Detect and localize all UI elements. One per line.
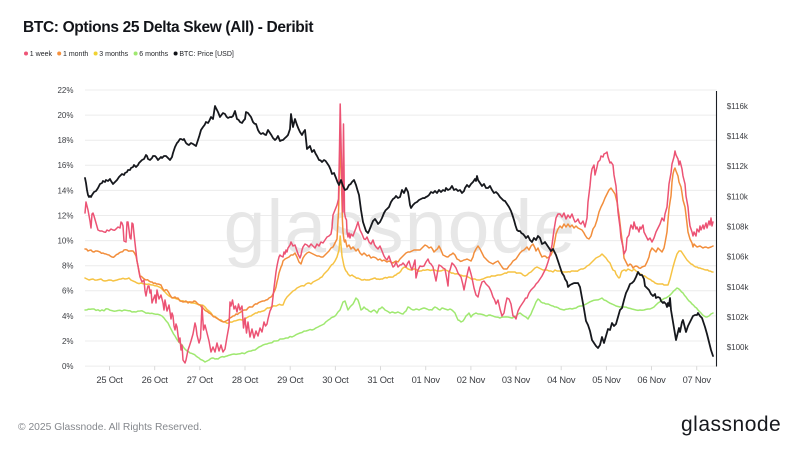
svg-text:14%: 14% [57, 186, 73, 195]
svg-text:BTC: Price [USD]: BTC: Price [USD] [179, 51, 234, 58]
svg-text:1 week: 1 week [30, 51, 53, 58]
svg-text:30 Oct: 30 Oct [322, 375, 349, 385]
svg-text:$116k: $116k [727, 102, 749, 111]
svg-text:glassnode: glassnode [681, 413, 781, 436]
svg-text:28 Oct: 28 Oct [232, 375, 259, 385]
svg-text:$110k: $110k [727, 192, 749, 201]
svg-text:$100k: $100k [727, 343, 750, 352]
svg-text:16%: 16% [57, 161, 73, 170]
svg-text:06 Nov: 06 Nov [637, 375, 666, 385]
svg-text:4%: 4% [62, 312, 74, 321]
svg-text:25 Oct: 25 Oct [96, 375, 123, 385]
svg-text:07 Nov: 07 Nov [683, 375, 712, 385]
svg-text:29 Oct: 29 Oct [277, 375, 304, 385]
svg-text:BTC: Options 25 Delta Skew (Al: BTC: Options 25 Delta Skew (All) - Derib… [23, 19, 313, 36]
svg-text:04 Nov: 04 Nov [547, 375, 576, 385]
svg-text:31 Oct: 31 Oct [367, 375, 394, 385]
svg-text:26 Oct: 26 Oct [142, 375, 169, 385]
svg-text:03 Nov: 03 Nov [502, 375, 531, 385]
svg-text:05 Nov: 05 Nov [592, 375, 621, 385]
svg-text:8%: 8% [62, 262, 74, 271]
svg-text:1 month: 1 month [63, 51, 88, 58]
svg-text:6 months: 6 months [139, 51, 168, 58]
svg-text:12%: 12% [57, 211, 73, 220]
svg-text:$112k: $112k [727, 162, 749, 171]
svg-text:0%: 0% [62, 362, 74, 371]
svg-text:$114k: $114k [727, 132, 749, 141]
svg-text:$108k: $108k [727, 223, 750, 232]
svg-text:10%: 10% [57, 237, 73, 246]
svg-text:© 2025 Glassnode. All Rights R: © 2025 Glassnode. All Rights Reserved. [18, 422, 202, 433]
svg-text:6%: 6% [62, 287, 74, 296]
svg-text:20%: 20% [57, 111, 73, 120]
svg-text:22%: 22% [57, 86, 73, 95]
svg-text:$104k: $104k [727, 283, 750, 292]
svg-text:$102k: $102k [727, 313, 750, 322]
svg-text:18%: 18% [57, 136, 73, 145]
svg-text:27 Oct: 27 Oct [187, 375, 214, 385]
svg-text:$106k: $106k [727, 253, 750, 262]
svg-text:01 Nov: 01 Nov [412, 375, 441, 385]
svg-text:3 months: 3 months [99, 51, 128, 58]
svg-text:2%: 2% [62, 337, 74, 346]
svg-text:02 Nov: 02 Nov [457, 375, 486, 385]
